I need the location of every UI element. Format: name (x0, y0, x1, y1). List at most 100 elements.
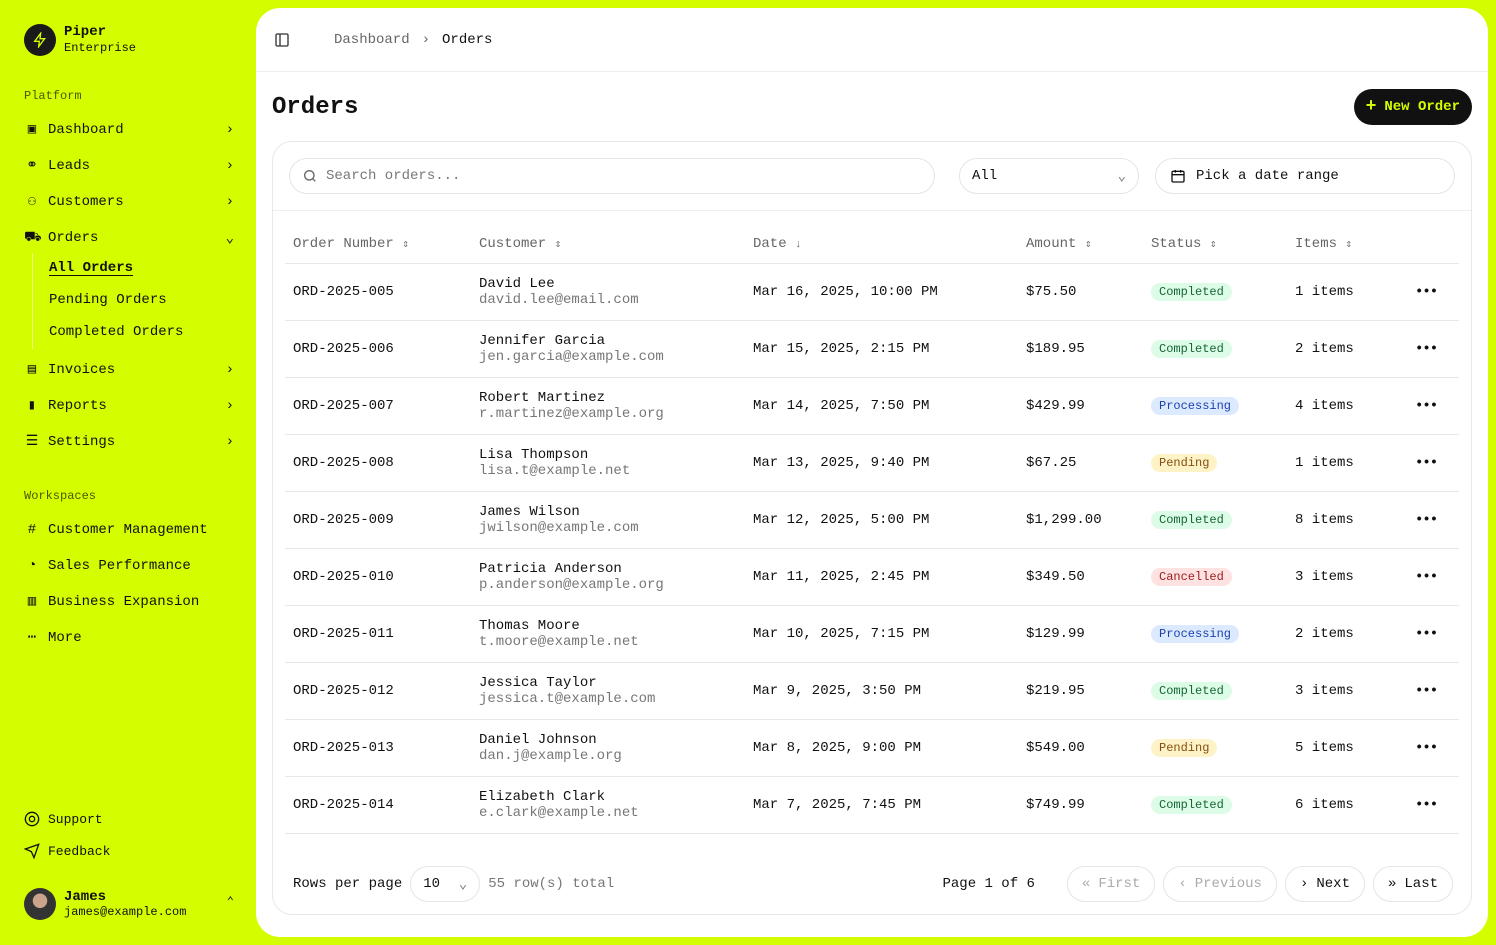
order-items: 5 items (1287, 719, 1407, 777)
sidebar-item-leads[interactable]: ⚭ Leads › (24, 152, 234, 180)
order-number[interactable]: ORD-2025-011 (285, 605, 471, 663)
status-filter-value: All (972, 168, 998, 184)
divider (273, 210, 1471, 211)
sidebar-item-settings[interactable]: ☰ Settings › (24, 428, 234, 456)
page-info: Page 1 of 6 (942, 876, 1035, 892)
table-row[interactable]: ORD-2025-011 Thomas Moore t.moore@example… (285, 605, 1459, 663)
sidebar-subitem-completed-orders[interactable]: Completed Orders (49, 324, 184, 340)
order-date: Mar 14, 2025, 7:50 PM (745, 377, 1018, 435)
brand[interactable]: Piper Enterprise (24, 24, 136, 56)
table-row[interactable]: ORD-2025-013 Daniel Johnson dan.j@example… (285, 719, 1459, 777)
sidebar-item-orders[interactable]: ⛟ Orders ⌄ (24, 224, 234, 252)
sidebar-item-customers[interactable]: ⚇ Customers › (24, 188, 234, 216)
order-number[interactable]: ORD-2025-010 (285, 548, 471, 606)
new-order-button[interactable]: + New Order (1353, 89, 1472, 125)
sidebar-item-label: Leads (48, 158, 91, 174)
more-actions-icon[interactable]: ••• (1415, 511, 1438, 528)
table-row[interactable]: ORD-2025-009 James Wilson jwilson@example… (285, 491, 1459, 549)
sidebar-item-label: Reports (48, 398, 107, 414)
column-header[interactable]: Amount ⇕ (1018, 225, 1143, 264)
order-number[interactable]: ORD-2025-006 (285, 320, 471, 378)
table-row[interactable]: ORD-2025-007 Robert Martinez r.martinez@e… (285, 377, 1459, 435)
more-actions-icon[interactable]: ••• (1415, 796, 1438, 813)
workspace-item[interactable]: # Customer Management (24, 516, 234, 544)
order-number[interactable]: ORD-2025-009 (285, 491, 471, 549)
more-actions-icon[interactable]: ••• (1415, 625, 1438, 642)
next-page-button[interactable]: › Next (1284, 866, 1365, 902)
chevrons-left-icon: « (1081, 876, 1091, 892)
breadcrumb-dashboard[interactable]: Dashboard (334, 31, 410, 48)
table-row[interactable]: ORD-2025-014 Elizabeth Clark e.clark@exam… (285, 776, 1459, 834)
sidebar-subitem-pending-orders[interactable]: Pending Orders (49, 292, 167, 308)
status-filter-select[interactable]: All ⌄ (959, 158, 1139, 194)
sidebar-item-invoices[interactable]: ▤ Invoices › (24, 356, 234, 384)
chevron-right-icon: › (225, 194, 234, 210)
sidebar-item-label: Customers (48, 194, 124, 210)
sidebar-item-label: Settings (48, 434, 116, 450)
sort-icon: ⇕ (1345, 238, 1353, 251)
first-page-button[interactable]: « First (1066, 866, 1156, 902)
last-page-button[interactable]: » Last (1372, 866, 1453, 902)
arrow-down-icon: ↓ (795, 238, 802, 251)
order-amount: $429.99 (1018, 377, 1143, 435)
sidebar-item-dashboard[interactable]: ▣ Dashboard › (24, 116, 234, 144)
customer-email: jwilson@example.com (479, 519, 639, 536)
column-header[interactable]: Status ⇕ (1143, 225, 1287, 264)
column-header[interactable]: Customer ⇕ (471, 225, 745, 264)
workspace-label: More (48, 630, 82, 646)
table-row[interactable]: ORD-2025-006 Jennifer Garcia jen.garcia@e… (285, 320, 1459, 378)
chevron-left-icon: ‹ (1178, 876, 1187, 892)
column-header[interactable]: Items ⇕ (1287, 225, 1407, 264)
sidebar-item-label: Invoices (48, 362, 116, 378)
sidebar-item-reports[interactable]: ▮ Reports › (24, 392, 234, 420)
more-actions-icon[interactable]: ••• (1415, 682, 1438, 699)
search-input[interactable]: Search orders... (289, 158, 935, 194)
rows-per-page-select[interactable]: 10 ⌄ (410, 866, 481, 902)
order-number[interactable]: ORD-2025-012 (285, 662, 471, 720)
sidebar-subitem-all-orders[interactable]: All Orders (49, 260, 134, 276)
status-badge: Pending (1151, 738, 1218, 757)
more-actions-icon[interactable]: ••• (1415, 397, 1438, 414)
customer-email: dan.j@example.org (479, 747, 622, 764)
workspace-label: Sales Performance (48, 558, 191, 574)
more-actions-icon[interactable]: ••• (1415, 283, 1438, 300)
order-number[interactable]: ORD-2025-007 (285, 377, 471, 435)
table-row[interactable]: ORD-2025-010 Patricia Anderson p.anderson… (285, 548, 1459, 606)
column-header[interactable]: Date ↓ (745, 225, 1018, 264)
order-number[interactable]: ORD-2025-008 (285, 434, 471, 492)
status-badge: Completed (1151, 339, 1232, 358)
order-date: Mar 8, 2025, 9:00 PM (745, 719, 1018, 777)
sort-icon: ⇕ (402, 238, 409, 251)
more-actions-icon[interactable]: ••• (1415, 340, 1438, 357)
actions-header (1407, 225, 1459, 264)
sidebar-toggle-icon[interactable] (274, 32, 290, 48)
order-number[interactable]: ORD-2025-014 (285, 776, 471, 834)
chevron-right-icon: › (421, 31, 431, 48)
chevron-right-icon: › (225, 158, 234, 174)
table-row[interactable]: ORD-2025-008 Lisa Thompson lisa.t@example… (285, 434, 1459, 492)
order-number[interactable]: ORD-2025-013 (285, 719, 471, 777)
column-header-label: Items (1295, 235, 1338, 252)
order-number[interactable]: ORD-2025-005 (285, 263, 471, 321)
order-items: 1 items (1287, 434, 1407, 492)
orders-table: Order Number ⇕ Customer ⇕ Date ↓ Amount ⇕ St… (285, 225, 1459, 834)
feedback-link[interactable]: Feedback (24, 837, 234, 865)
column-header[interactable]: Order Number ⇕ (285, 225, 471, 264)
date-range-picker[interactable]: Pick a date range (1155, 158, 1455, 194)
workspace-item[interactable]: ▥ Business Expansion (24, 588, 234, 616)
customer-email: david.lee@email.com (479, 291, 639, 308)
previous-label: Previous (1194, 876, 1262, 892)
more-actions-icon[interactable]: ••• (1415, 454, 1438, 471)
user-menu[interactable]: James james@example.com ⌃ (24, 888, 234, 920)
more-actions-icon[interactable]: ••• (1415, 568, 1438, 585)
previous-page-button[interactable]: ‹ Previous (1163, 866, 1277, 902)
topbar: Dashboard › Orders (256, 8, 1488, 72)
table-row[interactable]: ORD-2025-005 David Lee david.lee@email.co… (285, 263, 1459, 321)
workspace-item[interactable]: ◔ Sales Performance (24, 552, 234, 580)
sliders-icon: ☰ (25, 434, 39, 450)
workspace-item[interactable]: ⋯ More (24, 624, 234, 652)
table-row[interactable]: ORD-2025-012 Jessica Taylor jessica.t@exa… (285, 662, 1459, 720)
customer-email: r.martinez@example.org (479, 405, 664, 422)
more-actions-icon[interactable]: ••• (1415, 739, 1438, 756)
support-link[interactable]: Support (24, 805, 234, 833)
